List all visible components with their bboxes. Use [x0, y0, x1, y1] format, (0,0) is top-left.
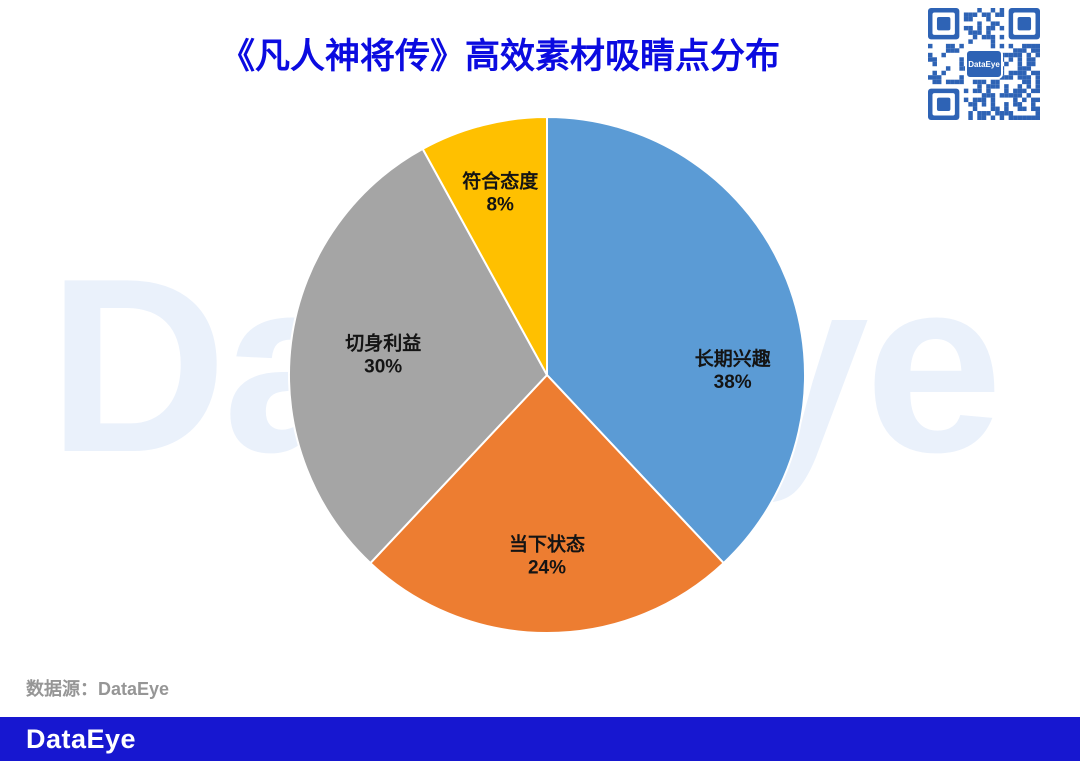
- pie-chart: 长期兴趣 38% 当下状态 24% 切身利益 30% 符合态度 8%: [267, 95, 827, 655]
- pie-slice-label: 符合态度 8%: [462, 170, 539, 216]
- pie-slice-1: [546, 115, 807, 565]
- footer-logo: DataEye: [26, 723, 137, 754]
- pie-slice-2: [368, 373, 726, 635]
- pie-slice-4: [421, 115, 548, 376]
- pie-slice-label: 切身利益 30%: [345, 331, 421, 377]
- qr-code: DataEye: [928, 8, 1040, 120]
- pie-slice-3: [287, 147, 549, 565]
- qr-center-logo: DataEye: [965, 49, 1003, 79]
- data-source-note: 数据源：DataEye: [26, 679, 170, 699]
- pie-chart-svg: 长期兴趣 38% 当下状态 24% 切身利益 30% 符合态度 8%: [287, 115, 807, 635]
- chart-title: 《凡人神将传》高效素材吸睛点分布: [219, 37, 780, 76]
- qr-code-pattern: [928, 8, 1040, 120]
- pie-slice-label: 当下状态 24%: [509, 533, 585, 579]
- pie-slice-label: 长期兴趣 38%: [695, 347, 772, 393]
- footer-bar: DataEye: [0, 717, 1080, 761]
